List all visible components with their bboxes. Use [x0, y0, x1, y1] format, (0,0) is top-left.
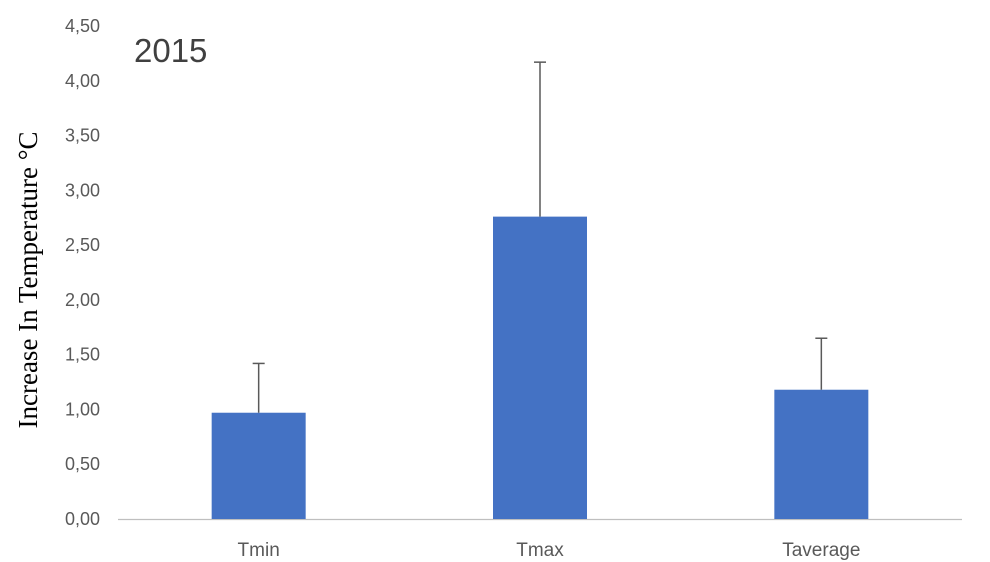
- y-tick-label: 2,00: [65, 290, 100, 310]
- panel-annotation: 2015: [134, 32, 207, 69]
- y-tick-label: 2,50: [65, 235, 100, 255]
- bar-taverage: [774, 389, 869, 519]
- y-tick-label: 3,50: [65, 126, 100, 146]
- y-tick-label: 4,50: [65, 16, 100, 36]
- bar-tmin: [211, 412, 306, 519]
- x-tick-label: Tmin: [238, 540, 280, 561]
- y-axis-label: Increase In Temperature °C: [13, 131, 43, 428]
- error-bar-tmax: [534, 61, 546, 217]
- bars-group: [211, 216, 869, 520]
- bar-tmax: [493, 216, 587, 520]
- error-bar-taverage: [815, 337, 828, 390]
- y-tick-label: 1,00: [65, 399, 100, 419]
- error-bars-group: [252, 61, 828, 413]
- error-bar-tmin: [252, 362, 265, 413]
- x-tick-label: Tmax: [516, 540, 564, 561]
- x-axis-ticks: Tmin Tmax Taverage: [238, 540, 861, 561]
- y-tick-label: 0,50: [65, 454, 100, 474]
- y-tick-label: 1,50: [65, 345, 100, 365]
- y-tick-label: 3,00: [65, 180, 100, 200]
- x-tick-label: Taverage: [782, 540, 860, 561]
- y-axis-ticks: 0,00 0,50 1,00 1,50 2,00 2,50 3,00 3,50 4,00 4,50: [65, 16, 100, 529]
- y-tick-label: 4,00: [65, 71, 100, 91]
- y-tick-label: 0,00: [65, 509, 100, 529]
